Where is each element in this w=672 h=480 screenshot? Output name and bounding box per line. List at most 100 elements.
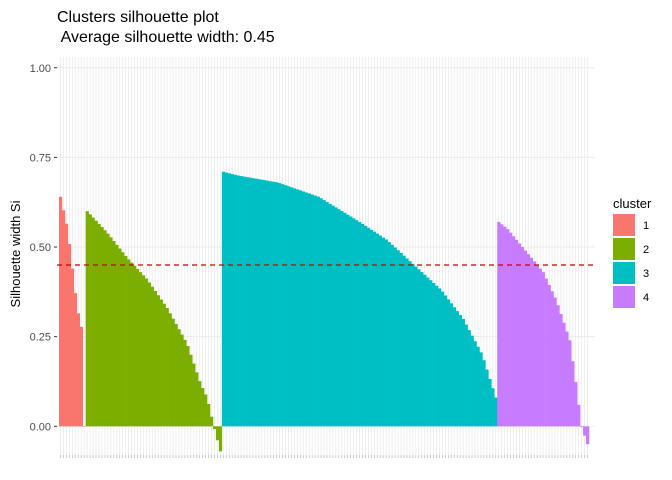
silhouette-bar [215, 426, 220, 441]
silhouette-bar [88, 214, 92, 427]
silhouette-bar [94, 220, 98, 427]
legend-label: 2 [643, 244, 649, 256]
silhouette-bar [91, 217, 95, 427]
silhouette-bar [372, 231, 377, 427]
silhouette-bar [150, 286, 155, 427]
silhouette-bar [233, 174, 237, 427]
silhouette-bar [506, 229, 510, 427]
silhouette-bar [458, 315, 462, 427]
silhouette-bar [387, 242, 391, 427]
silhouette-bar [183, 339, 187, 427]
silhouette-bar [423, 274, 427, 427]
silhouette-bar [443, 295, 448, 427]
chart-subtitle: Average silhouette width: 0.45 [57, 29, 275, 46]
silhouette-bar [242, 176, 246, 427]
silhouette-bar [583, 426, 587, 436]
silhouette-bar [269, 181, 273, 427]
legend-items: 1 2 3 4 [613, 214, 649, 308]
silhouette-bar [135, 268, 140, 427]
silhouette-bar [248, 177, 252, 427]
silhouette-bar [236, 175, 240, 427]
legend-swatch [613, 214, 635, 236]
silhouette-bar [393, 247, 397, 427]
silhouette-bar [520, 247, 525, 427]
silhouette-bar [446, 299, 451, 427]
silhouette-bar [512, 236, 516, 427]
silhouette-bar [76, 313, 81, 427]
silhouette-bar [586, 426, 590, 445]
silhouette-bar [115, 244, 119, 427]
silhouette-bar [263, 180, 267, 427]
silhouette-bar [186, 346, 190, 427]
legend-swatch [613, 238, 635, 260]
silhouette-bar [535, 264, 539, 427]
silhouette-bar [112, 241, 116, 427]
silhouette-bar [464, 324, 468, 427]
silhouette-bar [455, 311, 460, 427]
silhouette-bar [201, 388, 205, 427]
silhouette-bar [523, 250, 528, 427]
silhouette-bar [405, 258, 409, 427]
y-tick-label: 0.00 [30, 421, 51, 433]
silhouette-bar [174, 323, 178, 427]
legend-title: cluster [613, 196, 652, 211]
silhouette-bar [159, 299, 163, 427]
y-tick-label: 1.00 [30, 63, 51, 75]
silhouette-bar [70, 268, 75, 427]
silhouette-bar [289, 187, 294, 427]
silhouette-bar [221, 171, 226, 427]
silhouette-bar [544, 278, 548, 427]
silhouette-bar [103, 230, 107, 427]
silhouette-bar [538, 268, 542, 427]
silhouette-bar [144, 278, 149, 427]
silhouette-bar [352, 218, 356, 427]
silhouette-bar [361, 223, 365, 427]
silhouette-bar [313, 195, 317, 427]
silhouette-bar [227, 173, 232, 427]
silhouette-bar [349, 216, 353, 427]
silhouette-bar [266, 180, 270, 427]
silhouette-bar [100, 227, 104, 427]
silhouette-bar [195, 372, 199, 427]
silhouette-bar [526, 254, 531, 427]
silhouette-bar [301, 191, 306, 427]
silhouette-bar [417, 269, 421, 427]
silhouette-bar [156, 295, 160, 427]
silhouette-bar [503, 226, 507, 427]
silhouette-bar [476, 346, 480, 427]
silhouette-bar [230, 174, 234, 427]
y-tick-label: 0.50 [30, 242, 51, 254]
silhouette-bar [121, 252, 125, 427]
silhouette-bar [384, 239, 388, 427]
silhouette-bar [559, 313, 563, 427]
silhouette-bar [328, 203, 332, 427]
silhouette-bar [207, 404, 211, 427]
silhouette-bar [79, 326, 83, 427]
silhouette-bar [138, 272, 143, 427]
silhouette-bar [553, 297, 557, 427]
silhouette-bar [224, 172, 229, 427]
silhouette-bar [381, 237, 385, 427]
chart-title: Clusters silhouette plot [57, 9, 219, 26]
silhouette-bar [550, 291, 554, 427]
silhouette-bar [165, 307, 169, 427]
silhouette-bar [239, 176, 243, 427]
silhouette-bar [497, 221, 501, 427]
silhouette-bar [106, 233, 110, 427]
silhouette-bar [337, 209, 341, 427]
silhouette-bar [59, 196, 63, 427]
silhouette-bar [432, 282, 436, 427]
silhouette-bar [275, 182, 279, 427]
silhouette-bar [429, 280, 433, 427]
silhouette-bar [426, 277, 430, 427]
legend-swatch [613, 262, 635, 284]
silhouette-bar [494, 397, 498, 427]
silhouette-bar [254, 178, 258, 427]
silhouette-bar [390, 244, 394, 427]
y-axis-ticks: 0.00 0.25 0.50 0.75 1.00 [30, 63, 57, 433]
silhouette-bar [449, 303, 454, 427]
silhouette-bar [124, 255, 128, 427]
silhouette-bar [517, 243, 522, 427]
silhouette-bar [316, 196, 320, 427]
